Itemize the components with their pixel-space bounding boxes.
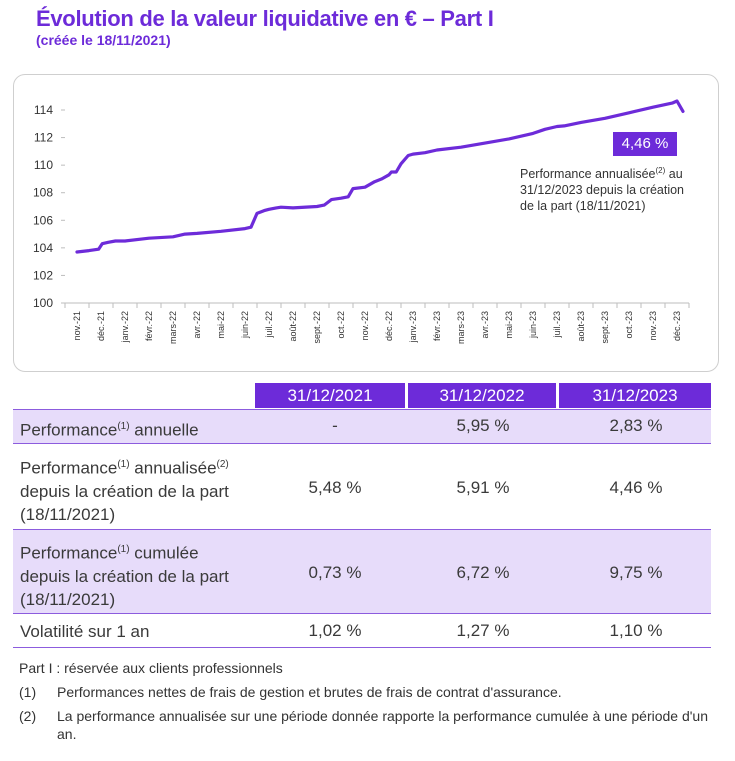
table-cell: 5,95 % [456, 416, 510, 435]
table-cell: - [332, 416, 338, 435]
x-tick-label: juil.-22 [264, 311, 274, 339]
x-tick-label: nov.-23 [648, 311, 658, 340]
table-cell: 6,72 % [456, 563, 510, 582]
footnote-number: (1) [19, 684, 37, 700]
y-tick-label: 110 [34, 158, 53, 172]
x-tick-label: sept.-22 [312, 311, 322, 344]
x-tick-label: mars-23 [456, 311, 466, 344]
table-row-cumulative: Performance(1) cumulée depuis la création… [13, 530, 711, 613]
x-tick-label: févr.-23 [432, 311, 442, 341]
row-label: Performance(1) cumulée depuis la création… [20, 543, 229, 609]
x-tick-label: févr.-22 [144, 311, 154, 341]
x-tick-label: avr.-23 [480, 311, 490, 339]
annualized-performance-badge: 4,46 % [613, 132, 677, 156]
annotation-text-cont: au 31/12/2023 depuis la création de la p… [520, 167, 685, 214]
column-header-2023: 31/12/2023 [559, 383, 711, 408]
x-tick-label: nov.-22 [360, 311, 370, 340]
table-cell: 1,10 % [609, 621, 663, 640]
table-cell: 2,83 % [609, 416, 663, 435]
footnote-part: Part I : réservée aux clients profession… [19, 660, 283, 676]
table-cell: 1,27 % [456, 621, 510, 640]
page-subtitle: (créée le 18/11/2021) [36, 32, 171, 48]
table-cell: 5,48 % [308, 478, 362, 497]
x-tick-label: déc.-22 [384, 311, 394, 341]
table-row-divider [13, 443, 711, 444]
x-tick-label: sept.-23 [600, 311, 610, 344]
x-tick-label: juin-22 [240, 311, 250, 339]
y-tick-label: 102 [33, 268, 53, 282]
x-tick-label: oct.-22 [336, 311, 346, 339]
y-tick-label: 100 [33, 296, 53, 310]
annotation-sup: (2) [655, 166, 666, 175]
row-label: Volatilité sur 1 an [20, 622, 150, 641]
row-label: Performance(1) annuelle [20, 420, 199, 440]
x-tick-label: mai-22 [216, 311, 226, 339]
table-cell: 5,91 % [456, 478, 510, 497]
y-tick-label: 104 [33, 241, 53, 255]
x-tick-label: mai-23 [504, 311, 514, 339]
x-tick-label: déc.-23 [672, 311, 682, 341]
x-tick-label: août-22 [288, 311, 298, 342]
table-row-annual: Performance(1) annuelle - 5,95 % 2,83 % [13, 410, 711, 443]
y-tick-label: 112 [34, 131, 53, 145]
y-tick-label: 106 [33, 213, 53, 227]
series-line [75, 99, 685, 254]
table-row-divider [13, 409, 711, 410]
x-tick-label: juil.-23 [552, 311, 562, 339]
x-tick-label: juin-23 [528, 311, 538, 339]
table-row-divider [13, 647, 711, 648]
footnote-number: (2) [19, 708, 37, 724]
x-tick-label: août-23 [576, 311, 586, 342]
table-row-divider [13, 613, 711, 614]
footnote-text: Performances nettes de frais de gestion … [57, 684, 562, 700]
table-cell: 1,02 % [308, 621, 362, 640]
table-row-divider [13, 529, 711, 530]
footnote-text: La performance annualisée sur une périod… [57, 708, 708, 742]
row-label: Performance(1) annualisée(2) depuis la cr… [20, 458, 229, 524]
table-row-annualized: Performance(1) annualisée(2) depuis la cr… [13, 444, 711, 528]
x-tick-label: nov.-21 [72, 311, 82, 340]
x-tick-label: mars-22 [168, 311, 178, 344]
x-tick-label: avr.-22 [192, 311, 202, 339]
annualized-performance-note: Performance annualisée(2) au 31/12/2023 … [520, 163, 700, 214]
table-row-volatility: Volatilité sur 1 an 1,02 % 1,27 % 1,10 % [13, 614, 711, 647]
nav-line-chart: 100 102 104 106 108 110 112 114 nov.-21 déc.-21 ja… [33, 99, 690, 344]
x-tick-label: janv.-23 [408, 311, 418, 343]
column-header-2021: 31/12/2021 [255, 383, 405, 408]
column-header-2022: 31/12/2022 [408, 383, 556, 408]
page-title: Évolution de la valeur liquidative en € … [36, 6, 494, 31]
y-tick-label: 108 [33, 186, 53, 200]
x-tick-label: oct.-23 [624, 311, 634, 339]
table-cell: 0,73 % [308, 563, 362, 582]
y-tick-label: 114 [34, 103, 53, 117]
table-cell: 4,46 % [609, 478, 663, 497]
annotation-text: Performance annualisée [520, 167, 656, 182]
x-tick-label: janv.-22 [120, 311, 130, 343]
chart-frame [13, 74, 719, 372]
x-tick-label: déc.-21 [96, 311, 106, 341]
table-cell: 9,75 % [609, 563, 663, 582]
